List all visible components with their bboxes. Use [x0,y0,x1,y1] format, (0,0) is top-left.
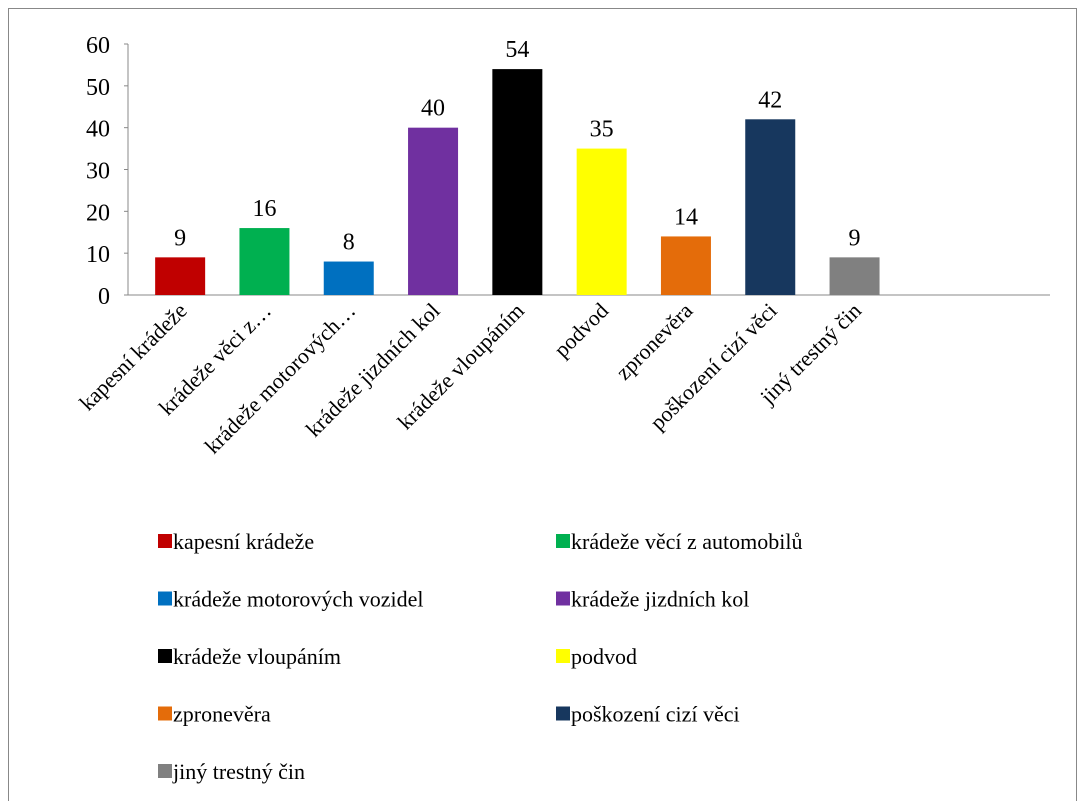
bar [829,257,880,295]
value-label: 40 [421,96,445,122]
value-label: 16 [252,196,276,222]
legend-swatch [556,591,570,606]
y-tick-label: 40 [86,117,110,143]
bar [660,236,711,295]
legend-label: podvod [571,644,637,669]
legend-label: krádeže věcí z automobilů [571,529,803,554]
legend-swatch [556,534,570,548]
x-tick-label: podvod [549,298,613,362]
bar [408,127,459,296]
y-tick-label: 0 [98,284,110,310]
legend-label: poškození cizí věci [571,702,740,727]
legend-swatch [556,649,570,663]
legend-swatch [158,649,172,663]
legend-swatch [158,706,172,721]
legend-swatch [556,706,570,721]
chart-border [8,8,1077,801]
legend-label: krádeže jizdních kol [571,587,749,612]
legend-label: zpronevěra [173,702,271,727]
value-label: 9 [849,225,861,251]
y-tick-label: 30 [86,159,110,185]
bar [492,69,543,295]
y-tick-label: 10 [86,242,110,268]
legend-swatch [158,764,172,778]
value-label: 42 [758,87,782,113]
legend-swatch [158,534,172,548]
legend-label: jiný trestný čin [172,759,305,784]
x-tick-label: krádeže motorových… [200,298,361,459]
legend-label: krádeže vloupáním [173,644,341,669]
value-label: 35 [590,117,614,143]
legend-swatch [158,591,172,606]
legend-label: krádeže motorových vozidel [173,587,423,612]
bar [323,261,374,295]
value-label: 14 [674,204,698,230]
value-label: 54 [505,37,529,63]
y-tick-label: 60 [86,33,110,59]
x-tick-label: zpronevěra [611,298,698,385]
bar [239,228,290,295]
bar [576,148,627,295]
value-label: 9 [174,225,186,251]
y-tick-label: 50 [86,75,110,101]
bar [155,257,206,295]
legend-label: kapesní krádeže [173,529,314,554]
bar [745,119,796,295]
value-label: 8 [343,230,355,256]
y-tick-label: 20 [86,200,110,226]
